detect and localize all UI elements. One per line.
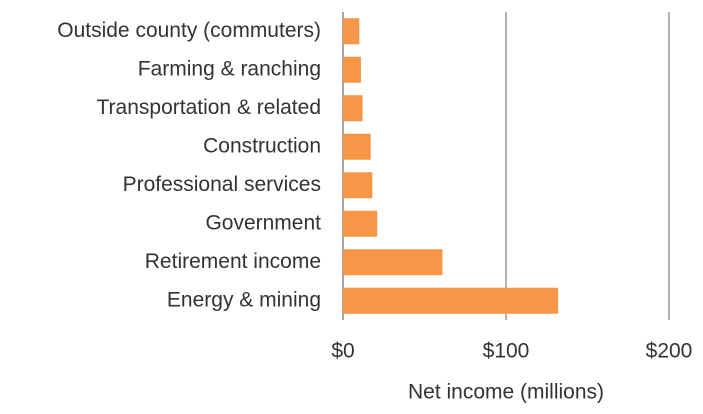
bar [343,133,371,160]
y-tick-label: Energy & mining [167,288,321,311]
bar [343,287,559,314]
bar [343,172,373,199]
y-tick-label: Transportation & related [96,96,321,119]
x-tick-label: $0 [331,340,354,363]
y-tick-label: Construction [203,134,321,157]
bar [343,18,360,45]
y-tick-label: Farming & ranching [138,57,321,80]
x-tick-label: $100 [483,340,530,363]
bar [343,210,378,237]
y-tick-label: Government [205,211,321,234]
bar [343,56,361,83]
bar [343,95,363,122]
y-tick-label: Professional services [123,173,321,196]
x-axis-label: Net income (millions) [408,381,604,404]
bar [343,249,443,276]
y-tick-label: Retirement income [145,250,321,273]
x-tick-label: $200 [646,340,693,363]
y-tick-label: Outside county (commuters) [57,19,321,42]
